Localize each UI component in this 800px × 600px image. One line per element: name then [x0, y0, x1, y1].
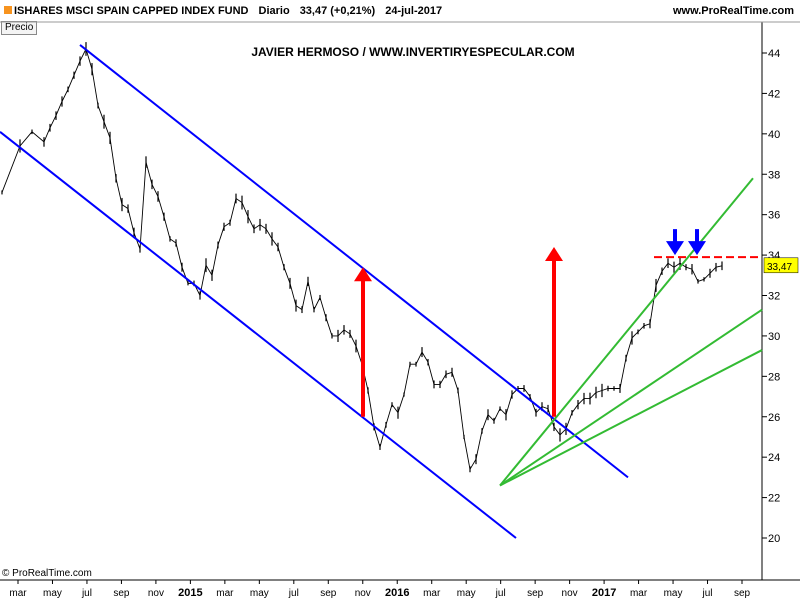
y-tick-label: 22	[768, 493, 780, 505]
down-arrow-head	[688, 241, 706, 256]
x-tick-label: nov	[562, 588, 578, 599]
y-tick-label: 32	[768, 291, 780, 303]
x-tick-label: jul	[702, 588, 713, 599]
x-tick-label: sep	[527, 588, 544, 599]
interval-label: Diario	[258, 5, 290, 17]
y-tick-label: 20	[768, 533, 780, 545]
y-tick-label: 38	[768, 169, 780, 181]
x-tick-label: jul	[81, 588, 92, 599]
x-tick-label: 2016	[385, 587, 409, 599]
y-tick-label: 26	[768, 412, 780, 424]
x-tick-label: mar	[630, 588, 648, 599]
y-tick-label: 42	[768, 88, 780, 100]
y-tick-label: 30	[768, 331, 780, 343]
y-tick-label: 24	[768, 452, 780, 464]
y-tick-label: 40	[768, 129, 780, 141]
last-value-tag	[763, 257, 799, 274]
fan-line	[499, 349, 763, 487]
x-tick-label: sep	[734, 588, 751, 599]
x-tick-label: may	[664, 588, 683, 599]
channel-upper-line	[79, 44, 629, 479]
down-arrow-head	[666, 241, 684, 256]
last-change-label: 33,47 (+0,21%)	[299, 5, 376, 17]
channel-lower-line	[0, 131, 517, 539]
x-tick-label: mar	[9, 588, 27, 599]
symbol-label: ISHARES MSCI SPAIN CAPPED INDEX FUND	[14, 5, 249, 17]
x-tick-label: jul	[288, 588, 299, 599]
y-tick-label: 28	[768, 371, 780, 383]
x-tick-label: nov	[148, 588, 164, 599]
x-tick-label: jul	[495, 588, 506, 599]
x-tick-label: may	[250, 588, 269, 599]
x-tick-label: sep	[320, 588, 337, 599]
last-value-label: 33,47	[767, 262, 792, 273]
symbol-swatch-icon: ISHARES MSCI SPAIN CAPPED INDEX FUND	[4, 5, 249, 17]
up-arrow-head	[545, 247, 563, 261]
date-label: 24-jul-2017	[385, 5, 443, 17]
x-tick-label: mar	[423, 588, 441, 599]
x-tick-label: 2015	[178, 587, 202, 599]
x-tick-label: sep	[113, 588, 130, 599]
y-tick-label: 44	[768, 48, 780, 60]
chart-title: JAVIER HERMOSO / WWW.INVERTIRYESPECULAR.…	[251, 45, 574, 59]
x-tick-label: nov	[355, 588, 371, 599]
x-tick-label: mar	[216, 588, 234, 599]
site-label: www.ProRealTime.com	[672, 5, 794, 17]
watermark-label: © ProRealTime.com	[2, 568, 92, 579]
fan-line	[499, 177, 754, 487]
x-tick-label: may	[457, 588, 476, 599]
x-tick-label: 2017	[592, 587, 616, 599]
y-tick-label: 36	[768, 210, 780, 222]
fan-line	[499, 308, 763, 487]
up-arrow-head	[354, 267, 372, 282]
header-left: ISHARES MSCI SPAIN CAPPED INDEX FUND Dia…	[4, 5, 442, 17]
x-tick-label: may	[43, 588, 62, 599]
chart-header: ISHARES MSCI SPAIN CAPPED INDEX FUND Dia…	[0, 0, 800, 22]
